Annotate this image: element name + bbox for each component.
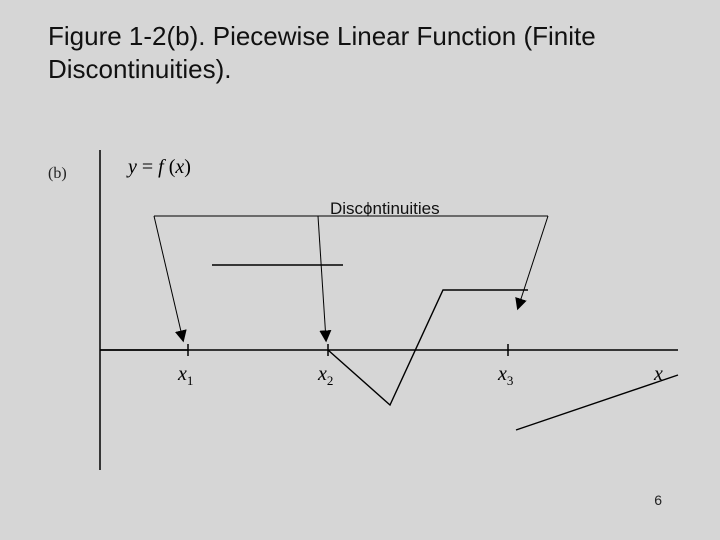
piecewise-diagram (88, 150, 688, 480)
figure-title: Figure 1-2(b). Piecewise Linear Function… (48, 20, 648, 85)
x3-label: x3 (498, 363, 513, 389)
slide: Figure 1-2(b). Piecewise Linear Function… (0, 0, 720, 540)
panel-label: (b) (48, 165, 67, 183)
x2-label: x2 (318, 363, 333, 389)
x1-label: x1 (178, 363, 193, 389)
page-number: 6 (654, 492, 662, 508)
x-axis-label: x (654, 363, 663, 386)
